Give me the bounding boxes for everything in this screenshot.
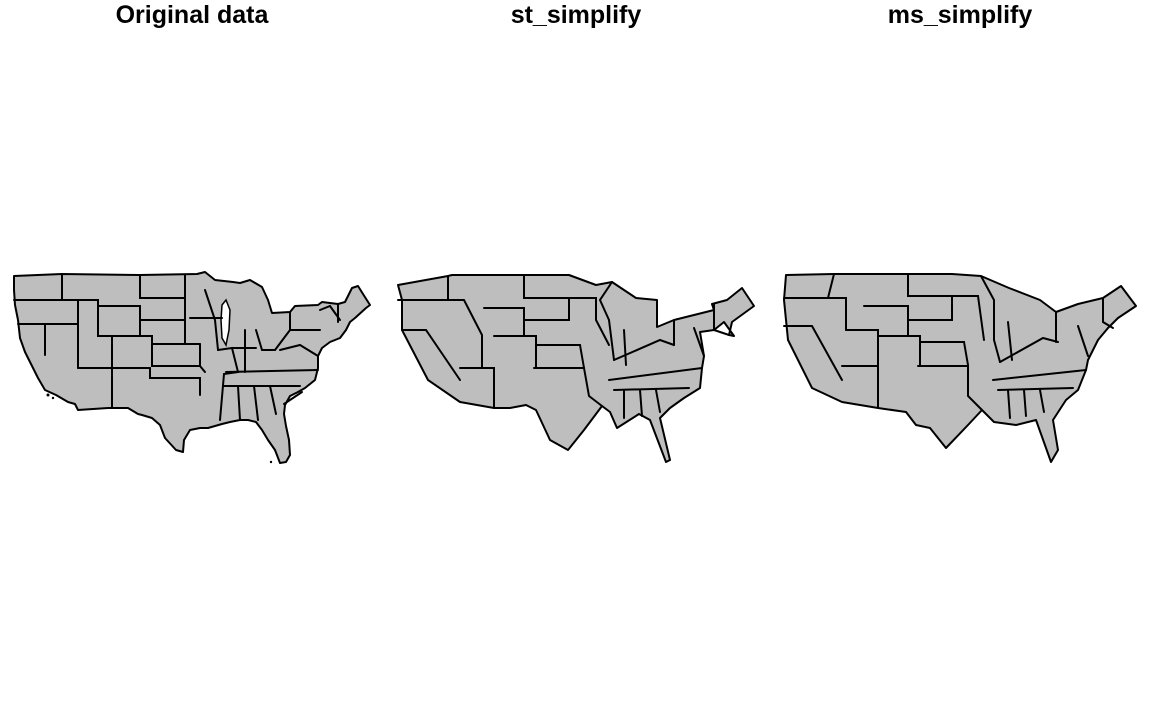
panel-title-st-simplify: st_simplify (510, 1, 642, 29)
panel-ms-simplify: ms_simplify (768, 0, 1152, 711)
panel-st-simplify: st_simplify (384, 0, 768, 711)
panel-title-original: Original data (115, 1, 269, 29)
state-borders-st (397, 274, 730, 419)
panel-title-ms-simplify: ms_simplify (887, 1, 1033, 29)
channel-islands-original (46, 393, 50, 397)
panel-original: Original data (0, 0, 384, 711)
state-borders-original (13, 273, 341, 421)
channel-islands-original-2 (51, 396, 55, 400)
state-borders-ms (783, 273, 1114, 419)
us-states-outline-original (13, 271, 371, 464)
map-st-simplify (397, 274, 755, 463)
map-ms-simplify (783, 273, 1137, 463)
map-original (13, 271, 371, 464)
lake-michigan-original (220, 298, 231, 348)
us-states-outline-ms (783, 273, 1137, 463)
florida-keys-original (269, 460, 273, 464)
